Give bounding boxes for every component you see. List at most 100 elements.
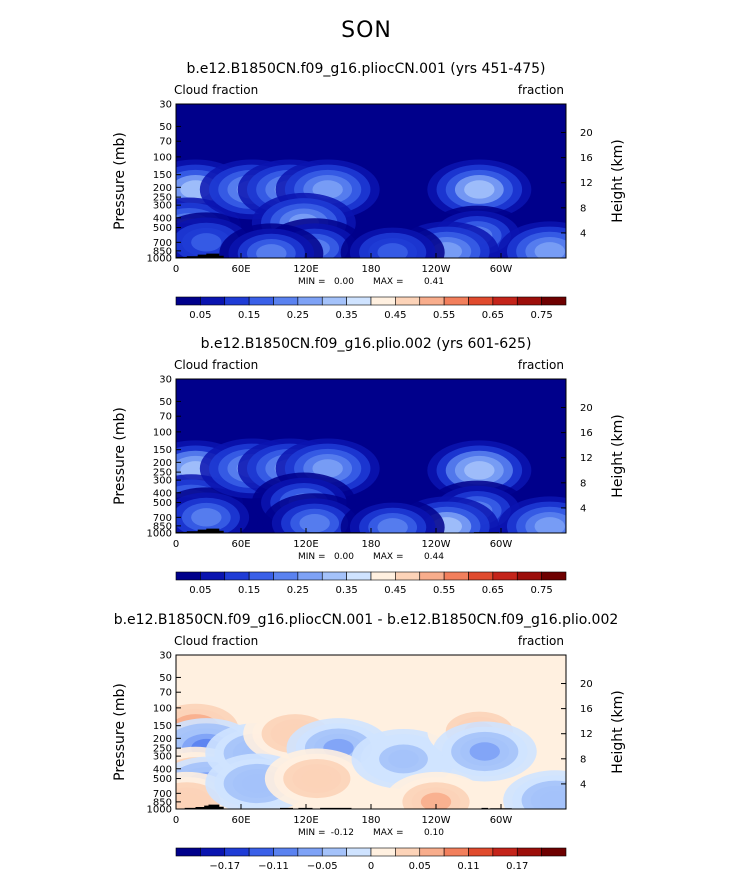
- y-tick-label: 70: [159, 412, 172, 423]
- colorbar-swatch: [175, 571, 201, 581]
- x-tick-label: 60W: [490, 539, 513, 550]
- right-label: fraction: [518, 83, 564, 97]
- contour-blob-13: [534, 242, 565, 258]
- panel-3: b.e12.B1850CN.f09_g16.pliocCN.001 - b.e1…: [112, 612, 626, 872]
- colorbar-swatch: [541, 571, 567, 581]
- max-label: MAX =: [373, 552, 404, 562]
- colorbar-swatch: [443, 847, 469, 857]
- height-tick-label: 12: [580, 453, 593, 464]
- contour-blob-6: [312, 180, 343, 199]
- panel-2: b.e12.B1850CN.f09_g16.plio.002 (yrs 601-…: [112, 336, 626, 596]
- y-tick-label: 300: [153, 476, 172, 487]
- panel-title: b.e12.B1850CN.f09_g16.plio.002 (yrs 601-…: [201, 336, 532, 352]
- colorbar-swatch: [321, 571, 347, 581]
- height-tick-label: 4: [580, 228, 586, 239]
- y-axis-title: Pressure (mb): [112, 407, 128, 505]
- left-label: Cloud fraction: [174, 634, 258, 648]
- max-label: MAX =: [373, 277, 404, 287]
- colorbar-swatch: [273, 847, 299, 857]
- y-tick-label: 200: [153, 458, 172, 469]
- y-tick-label: 100: [153, 427, 172, 438]
- height-tick-label: 12: [580, 178, 593, 189]
- y-tick-label: 250: [153, 468, 172, 479]
- contour-blob-12: [534, 517, 565, 533]
- colorbar-swatch: [395, 296, 421, 306]
- x-tick-label: 120W: [422, 264, 451, 275]
- colorbar-swatch: [443, 296, 469, 306]
- contour-blob-10: [464, 180, 495, 199]
- min-value: -0.12: [331, 828, 354, 838]
- y-tick-label: 400: [153, 764, 172, 775]
- colorbar-swatch: [492, 571, 518, 581]
- main-title: SON: [341, 18, 392, 43]
- colorbar-swatch: [541, 847, 567, 857]
- y-tick-label: 70: [159, 688, 172, 699]
- panel-1: b.e12.B1850CN.f09_g16.pliocCN.001 (yrs 4…: [112, 61, 626, 321]
- colorbar-swatch: [541, 296, 567, 306]
- colorbar-label: 0.55: [433, 585, 455, 596]
- height-tick-label: 4: [580, 779, 586, 790]
- y-tick-label: 850: [153, 797, 172, 808]
- colorbar-swatch: [370, 847, 396, 857]
- x-tick-label: 120W: [422, 539, 451, 550]
- y-axis-title-right: Height (km): [610, 139, 626, 222]
- height-tick-label: 20: [580, 679, 593, 690]
- colorbar-swatch: [175, 847, 201, 857]
- colorbar-label: 0.25: [287, 585, 309, 596]
- colorbar: 0.05 0.15 0.25 0.35 0.45 0.55 0.65 0.75: [175, 296, 567, 321]
- y-tick-label: 100: [153, 152, 172, 163]
- min-value: 0.00: [334, 277, 354, 287]
- y-tick-label: 400: [153, 213, 172, 224]
- height-tick-label: 16: [580, 153, 593, 164]
- y-axis-title: Pressure (mb): [112, 132, 128, 230]
- y-tick-label: 400: [153, 488, 172, 499]
- colorbar-swatch: [468, 847, 494, 857]
- x-tick-label: 180: [361, 815, 380, 826]
- colorbar-swatch: [419, 571, 445, 581]
- min-label: MIN =: [298, 277, 326, 287]
- right-label: fraction: [518, 634, 564, 648]
- colorbar-swatch: [200, 847, 226, 857]
- colorbar-swatch: [297, 847, 323, 857]
- colorbar-swatch: [248, 847, 274, 857]
- x-tick-label: 60E: [231, 264, 250, 275]
- colorbar-label: 0.25: [287, 310, 309, 321]
- colorbar-swatch: [370, 296, 396, 306]
- contour-field: [176, 159, 566, 258]
- topography-0: [176, 528, 224, 533]
- x-tick-label: 0: [173, 264, 179, 275]
- colorbar-swatch: [248, 571, 274, 581]
- x-tick-label: 60E: [231, 815, 250, 826]
- y-tick-label: 850: [153, 521, 172, 532]
- y-tick-label: 500: [153, 774, 172, 785]
- min-label: MIN =: [298, 552, 326, 562]
- x-tick-label: 0: [173, 539, 179, 550]
- y-tick-label: 250: [153, 744, 172, 755]
- colorbar-label: 0.75: [530, 310, 552, 321]
- contour-blob-6: [312, 459, 343, 478]
- colorbar-swatch: [395, 571, 421, 581]
- contour-blob-14: [539, 791, 566, 809]
- height-tick-label: 8: [580, 754, 586, 765]
- colorbar-swatch: [200, 296, 226, 306]
- colorbar-label: 0.05: [189, 585, 211, 596]
- colorbar-label: 0.11: [457, 861, 479, 872]
- colorbar-swatch: [224, 847, 250, 857]
- panel-title: b.e12.B1850CN.f09_g16.pliocCN.001 (yrs 4…: [186, 61, 545, 77]
- min-value: 0.00: [334, 552, 354, 562]
- colorbar-swatch: [516, 847, 542, 857]
- colorbar-swatch: [516, 571, 542, 581]
- max-label: MAX =: [373, 828, 404, 838]
- x-tick-label: 120W: [422, 815, 451, 826]
- colorbar: 0.05 0.15 0.25 0.35 0.45 0.55 0.65 0.75: [175, 571, 567, 596]
- min-label: MIN =: [298, 828, 326, 838]
- contour-blob-12: [469, 742, 500, 761]
- contour-blob-4: [176, 792, 203, 809]
- y-tick-label: 1000: [147, 805, 172, 816]
- colorbar-label: 0.17: [506, 861, 528, 872]
- colorbar-swatch: [273, 571, 299, 581]
- y-tick-label: 30: [159, 100, 172, 111]
- colorbar-label: −0.11: [258, 861, 289, 872]
- y-axis-title-right: Height (km): [610, 414, 626, 497]
